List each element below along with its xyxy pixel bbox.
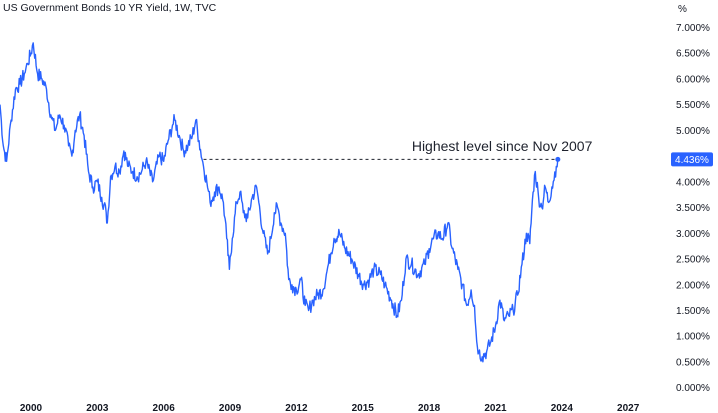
price-axis: % 0.000% 0.500% 1.000% 1.500% 2.000% 2.500% 3.0… — [671, 4, 713, 394]
last-value-label: 4.436% — [675, 155, 709, 166]
x-tick-label: 2024 — [551, 403, 574, 413]
y-tick-label: 4.000% — [676, 177, 710, 188]
x-tick-label: 2009 — [219, 403, 242, 413]
y-tick-label: 0.500% — [676, 357, 710, 368]
y-tick-label: 0.000% — [676, 383, 710, 394]
y-tick-label: 2.500% — [676, 255, 710, 266]
y-tick-label: 3.000% — [676, 229, 710, 240]
chart-title: US Government Bonds 10 YR Yield, 1W, TVC — [3, 2, 217, 14]
x-tick-label: 2000 — [20, 403, 43, 413]
y-tick-label: 5.000% — [676, 126, 710, 137]
y-tick-label: 1.500% — [676, 306, 710, 317]
y-tick-label: 1.000% — [676, 332, 710, 343]
time-axis: 2000 2003 2006 2009 2012 2015 2018 2021 2024 2027 — [20, 403, 640, 413]
x-tick-label: 2003 — [86, 403, 109, 413]
y-tick-label: 7.000% — [676, 23, 710, 34]
yield-series-line — [0, 42, 559, 363]
last-value-badge — [671, 152, 713, 167]
y-tick-label: 5.500% — [676, 100, 710, 111]
x-tick-label: 2027 — [617, 403, 640, 413]
x-tick-label: 2012 — [285, 403, 308, 413]
x-tick-label: 2015 — [352, 403, 375, 413]
x-tick-label: 2021 — [484, 403, 507, 413]
y-tick-label: 3.500% — [676, 203, 710, 214]
x-tick-label: 2018 — [418, 403, 441, 413]
last-point-marker — [555, 156, 561, 162]
y-tick-label: 6.000% — [676, 74, 710, 85]
y-tick-label: 2.000% — [676, 280, 710, 291]
plot-area: Highest level since Nov 2007 — [0, 42, 593, 363]
annotation-label: Highest level since Nov 2007 — [412, 138, 593, 154]
unit-label: % — [678, 4, 687, 15]
x-tick-label: 2006 — [153, 403, 176, 413]
y-tick-label: 6.500% — [676, 49, 710, 60]
